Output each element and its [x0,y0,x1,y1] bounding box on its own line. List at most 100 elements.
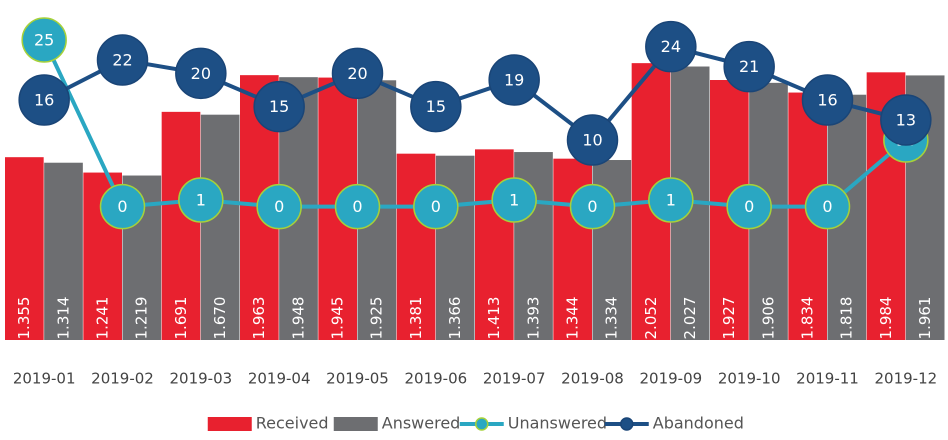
bar-label: 1.670 [211,297,229,340]
bar-label: 1.393 [524,297,542,340]
point [566,114,619,166]
x-tick-label: 2019-02 [91,370,154,388]
legend-item: Answered [333,414,461,433]
legend-swatch [333,417,378,431]
legend-item: Unanswered [459,414,607,433]
bar-label: 1.344 [563,297,581,340]
bar-label: 1.334 [603,297,621,340]
legend-label: Answered [382,414,461,433]
legend-swatch [207,417,252,431]
legend-swatch [620,417,634,431]
point [726,183,772,230]
bar-label: 1.366 [446,297,464,340]
x-tick-label: 2019-10 [718,370,781,388]
x-tick-label: 2019-04 [248,370,311,388]
bar-label: 1.381 [407,297,425,340]
point-label: 0 [587,197,597,216]
point-label: 10 [582,131,602,150]
point-label: 0 [431,197,441,216]
bar-label: 1.927 [720,297,738,340]
bar [44,162,83,340]
point-label: 21 [739,57,759,76]
point [645,20,697,73]
point [178,177,224,223]
point [18,74,70,126]
point-label: 16 [34,91,54,110]
point-label: 0 [274,197,284,216]
bar-label: 1.241 [93,297,111,340]
bar [5,157,44,340]
bar-label: 2.052 [642,297,660,340]
point-label: 0 [822,197,832,216]
point-label: 0 [744,197,754,216]
point [801,74,854,126]
bar-label: 1.314 [54,297,72,340]
point [488,54,540,106]
legend-swatch [475,417,489,431]
point [256,183,302,230]
point-label: 25 [34,31,54,50]
point-label: 1 [666,191,676,210]
point [880,94,932,146]
x-tick-label: 2019-07 [483,370,546,388]
point [804,183,851,230]
legend-label: Abandoned [653,414,744,433]
bar-label: 1.818 [838,297,856,340]
bar-label: 1.925 [368,297,386,340]
x-tick-label: 2019-09 [639,370,702,388]
x-tick-label: 2019-06 [404,370,467,388]
point [99,183,146,230]
point-label: 0 [352,197,362,216]
point [175,47,227,100]
legend-label: Unanswered [508,414,607,433]
x-tick-label: 2019-11 [796,370,859,388]
bar-label: 1.906 [759,297,777,340]
point-label: 20 [347,64,367,83]
x-tick-label: 2019-12 [874,370,937,388]
point [723,40,775,93]
point-label: 1 [196,191,206,210]
x-tick-label: 2019-08 [561,370,624,388]
legend-item: Received [207,414,329,433]
bar-label: 1.834 [798,297,816,340]
bar-label: 1.963 [250,297,268,340]
point-label: 24 [661,37,681,56]
point-label: 20 [191,64,211,83]
point [331,47,384,100]
bar-label: 1.984 [877,297,895,340]
point-label: 16 [817,91,837,110]
bar [396,153,436,340]
point-label: 1 [509,191,519,210]
bar [161,111,201,340]
bar-label: 1.948 [289,297,307,340]
point [410,80,462,133]
bar-label: 2.027 [681,297,699,340]
bar [200,114,240,340]
point [253,80,305,133]
legend-item: Abandoned [604,414,744,433]
legend-label: Received [256,414,329,433]
point-label: 22 [112,51,132,70]
bar-label: 1.691 [172,297,190,340]
point [334,183,381,230]
point-label: 15 [426,97,446,116]
point [96,34,149,86]
point [491,177,537,223]
point-label: 13 [896,111,916,130]
bar-label: 1.961 [916,297,934,340]
point [21,17,67,63]
x-tick-label: 2019-05 [326,370,389,388]
bar-label: 1.945 [328,297,346,340]
bar-label: 1.219 [133,297,151,340]
point [648,177,694,223]
bar-label: 1.355 [15,297,33,340]
point-label: 0 [117,197,127,216]
point [569,183,616,230]
x-tick-label: 2019-03 [169,370,232,388]
point-label: 19 [504,71,524,90]
point-label: 15 [269,97,289,116]
bar-label: 1.413 [485,297,503,340]
point [413,183,459,230]
x-tick-label: 2019-01 [13,370,76,388]
